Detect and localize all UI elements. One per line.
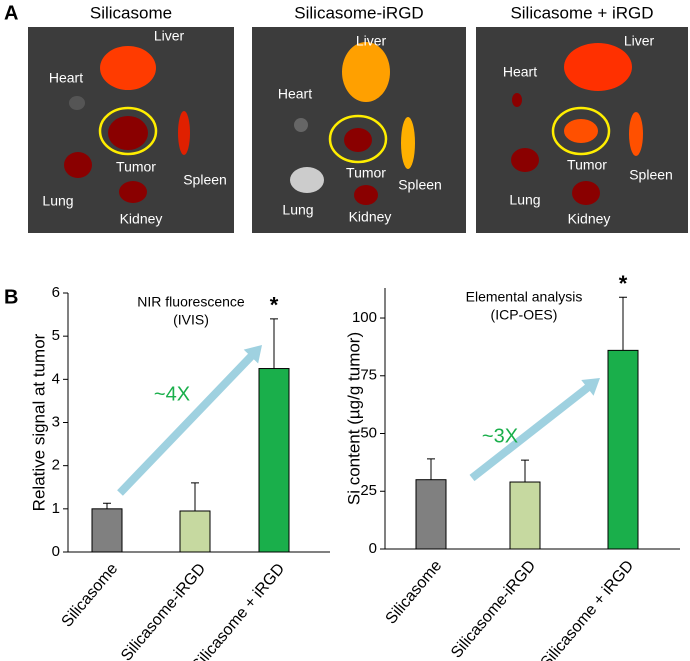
organ — [511, 148, 539, 172]
x-tick-label: Silicasome-iRGD — [448, 557, 539, 661]
organ-label: Kidney — [568, 211, 611, 227]
panel-label: A — [4, 2, 18, 24]
x-tick-label: Silicasome — [383, 557, 446, 627]
error-bar — [103, 502, 111, 509]
organ-label: Heart — [278, 86, 312, 102]
bar — [91, 508, 123, 553]
organ — [564, 43, 632, 91]
trend-arrow-head — [581, 378, 600, 396]
bar — [258, 368, 290, 553]
trend-arrow-head — [243, 345, 262, 364]
organ-label: Tumor — [567, 157, 607, 173]
x-tick-label: Silicasome-iRGD — [118, 560, 209, 661]
y-tick-label: 75 — [360, 367, 377, 384]
panel-label: B — [4, 286, 18, 308]
organ-label: Heart — [503, 64, 537, 80]
y-tick-label: 5 — [52, 327, 60, 344]
organ — [572, 181, 600, 205]
annotation: (ICP-OES) — [491, 307, 558, 323]
organ-label: Spleen — [183, 172, 227, 188]
error-bar — [619, 296, 627, 351]
y-tick-label: 0 — [52, 543, 60, 560]
organ — [64, 152, 92, 178]
organ — [512, 93, 522, 107]
organ-label: Kidney — [349, 209, 392, 225]
organ-label: Spleen — [629, 167, 673, 183]
organ-label: Liver — [356, 33, 387, 49]
tumor-circle — [328, 114, 388, 164]
organ-label: Tumor — [346, 165, 386, 181]
bar — [509, 481, 541, 550]
bar — [415, 479, 447, 550]
error-bar — [427, 458, 435, 480]
significance: * — [270, 293, 279, 318]
significance: * — [619, 271, 628, 296]
error-bar — [191, 482, 199, 511]
organ — [108, 116, 148, 150]
fold-change: ~4X — [154, 383, 190, 405]
trend-arrow — [469, 382, 594, 482]
organ-label: Lung — [509, 192, 540, 208]
y-tick-label: 6 — [52, 284, 60, 301]
trend-arrow — [117, 350, 257, 496]
organ — [294, 118, 308, 132]
organ-label: Lung — [282, 202, 313, 218]
organ-label: Liver — [624, 33, 655, 49]
panel-title: Silicasome + iRGD — [510, 3, 653, 22]
x-tick-label: Silicasome — [59, 560, 122, 630]
organ — [290, 167, 324, 193]
organ — [629, 112, 643, 156]
bar — [179, 510, 211, 553]
y-tick-label: 0 — [369, 540, 377, 557]
organ-label: Spleen — [398, 177, 442, 193]
organ-label: Heart — [49, 70, 83, 86]
annotation: Elemental analysis — [466, 289, 583, 305]
y-tick-label: 25 — [360, 482, 377, 499]
annotation: NIR fluorescence — [137, 294, 245, 310]
organ — [342, 42, 390, 102]
annotation: (IVIS) — [173, 312, 209, 328]
organ — [119, 181, 147, 203]
panel-title: Silicasome — [90, 3, 172, 22]
organ — [401, 117, 415, 169]
organ — [354, 185, 378, 205]
organ — [69, 96, 85, 110]
error-bar — [521, 459, 529, 483]
y-axis-label: Si content (µg/g tumor) — [344, 332, 363, 505]
y-tick-label: 4 — [52, 370, 60, 387]
organ — [344, 128, 372, 152]
y-axis-label: Relative signal at tumor — [29, 333, 48, 511]
organ-label: Kidney — [120, 211, 163, 227]
organ-label: Tumor — [116, 159, 156, 175]
y-tick-label: 2 — [52, 457, 60, 474]
tumor-circle — [551, 106, 611, 156]
organ — [178, 111, 190, 155]
organ — [100, 46, 156, 90]
bar — [607, 349, 639, 550]
error-bar — [270, 318, 278, 369]
fold-change: ~3X — [482, 425, 518, 447]
y-tick-label: 3 — [52, 413, 60, 430]
tumor-circle — [98, 106, 158, 156]
y-tick-label: 50 — [360, 424, 377, 441]
panel-title: Silicasome-iRGD — [294, 3, 423, 22]
organ-label: Liver — [154, 28, 185, 44]
organ-label: Lung — [42, 193, 73, 209]
y-tick-label: 1 — [52, 500, 60, 517]
x-tick-label: Silicasome + iRGD — [538, 557, 638, 661]
y-tick-label: 100 — [352, 309, 377, 326]
organ — [564, 119, 598, 143]
